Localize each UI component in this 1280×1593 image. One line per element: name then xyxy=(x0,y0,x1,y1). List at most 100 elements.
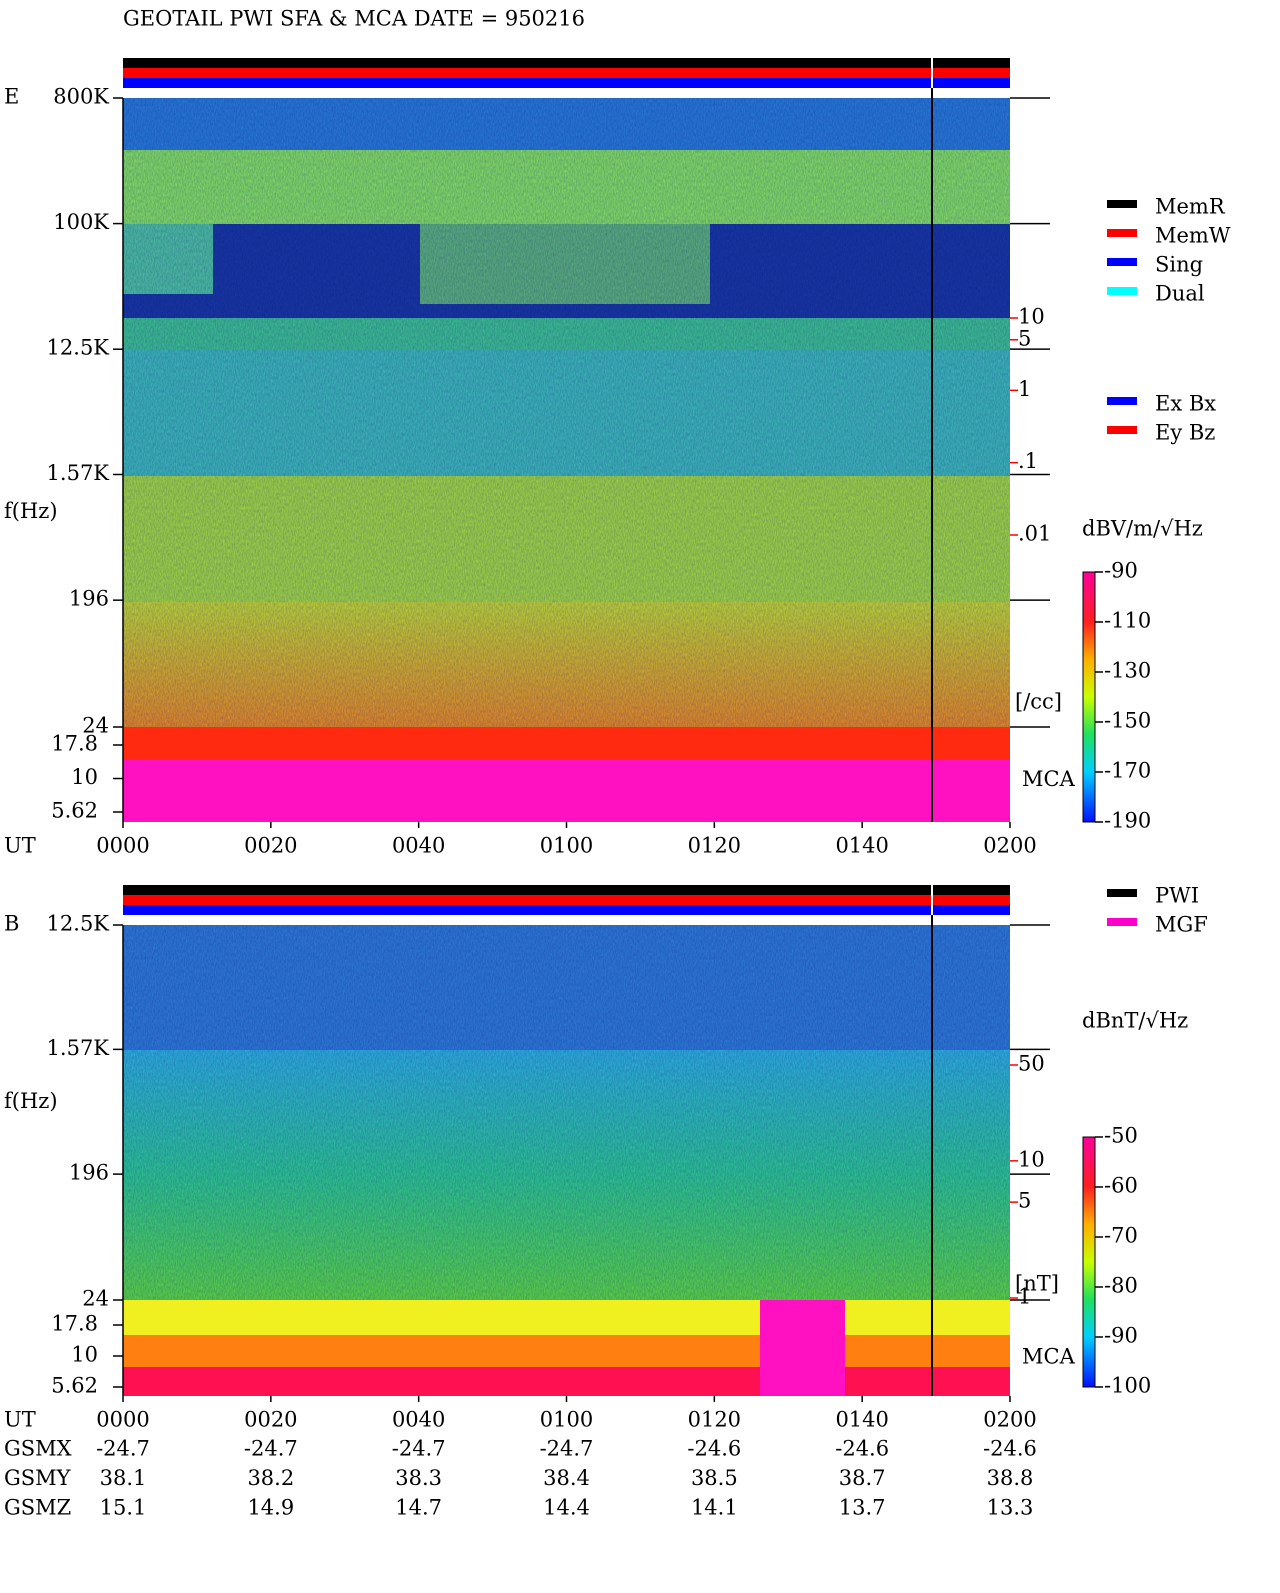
orbit-value: 38.4 xyxy=(543,1466,590,1490)
orbit-value: 38.5 xyxy=(691,1466,738,1490)
colorbar-tick-label: -170 xyxy=(1104,759,1151,783)
mca-label: MCA xyxy=(1022,767,1076,791)
x-tick-label: 0020 xyxy=(244,1408,297,1432)
y2-tick-label: .01 xyxy=(1018,522,1051,546)
x-axis-label: UT xyxy=(4,834,36,858)
y-axis-label: f(Hz) xyxy=(4,1089,58,1113)
y2-tick-label: 50 xyxy=(1018,1052,1045,1076)
x-tick-label: 0000 xyxy=(96,834,149,858)
y-tick-label: 1.57K xyxy=(47,1036,110,1060)
y2-unit: [/cc] xyxy=(1015,690,1062,714)
orbit-value: -24.7 xyxy=(540,1437,594,1461)
mca-tick-label: 10 xyxy=(71,765,98,789)
orbit-value: -24.6 xyxy=(687,1437,741,1461)
x-tick-label: 0200 xyxy=(983,1408,1036,1432)
legend-label: Ex Bx xyxy=(1155,392,1216,416)
orbit-value: -24.7 xyxy=(392,1437,446,1461)
orbit-value: -24.6 xyxy=(835,1437,889,1461)
y2-tick-label: 5 xyxy=(1018,326,1031,350)
orbit-value: 38.7 xyxy=(839,1466,886,1490)
y2-tick-label: 5 xyxy=(1018,1189,1031,1213)
colorbar-tick-label: -110 xyxy=(1104,609,1151,633)
mca-tick-label: 5.62 xyxy=(51,799,98,823)
mca-tick-label: 17.8 xyxy=(51,1312,98,1336)
legend-label: MGF xyxy=(1155,913,1208,937)
mca-tick-label: 10 xyxy=(71,1343,98,1367)
y-tick-label: 12.5K xyxy=(47,336,110,360)
orbit-value: 14.7 xyxy=(395,1496,442,1520)
legend-label: PWI xyxy=(1155,884,1199,908)
orbit-row-name: GSMZ xyxy=(4,1496,71,1520)
panel-label: E xyxy=(4,85,19,109)
orbit-row-name: GSMY xyxy=(4,1466,72,1490)
colorbar-tick-label: -80 xyxy=(1104,1274,1138,1298)
legend-swatch xyxy=(1107,918,1137,926)
legend-swatch xyxy=(1107,200,1137,208)
legend-swatch xyxy=(1107,229,1137,237)
orbit-value: 15.1 xyxy=(100,1496,147,1520)
x-tick-label: 0100 xyxy=(540,1408,593,1432)
orbit-value: 14.1 xyxy=(691,1496,738,1520)
x-axis-label: UT xyxy=(4,1408,36,1432)
colorbar-tick-label: -70 xyxy=(1104,1224,1138,1248)
colorbar-tick-label: -50 xyxy=(1104,1124,1138,1148)
y2-tick-label: .1 xyxy=(1018,449,1038,473)
title: GEOTAIL PWI SFA & MCA DATE = 950216 xyxy=(123,7,585,31)
legend-label: MemR xyxy=(1155,195,1226,219)
colorbar-tick-label: -130 xyxy=(1104,659,1151,683)
colorbar-label: dBnT/√Hz xyxy=(1082,1009,1188,1033)
orbit-value: 38.3 xyxy=(395,1466,442,1490)
orbit-value: 38.8 xyxy=(987,1466,1034,1490)
y2-unit: [nT] xyxy=(1015,1272,1059,1296)
x-tick-label: 0140 xyxy=(835,1408,888,1432)
y2-tick-label: 1 xyxy=(1018,377,1031,401)
legend-label: Ey Bz xyxy=(1155,421,1215,445)
x-tick-label: 0000 xyxy=(96,1408,149,1432)
orbit-value: 14.9 xyxy=(247,1496,294,1520)
legend-swatch xyxy=(1107,397,1137,405)
y-tick-label: 196 xyxy=(69,1161,109,1185)
orbit-value: -24.7 xyxy=(244,1437,298,1461)
x-tick-label: 0140 xyxy=(835,834,888,858)
orbit-value: -24.7 xyxy=(96,1437,150,1461)
y-tick-label: 24 xyxy=(82,1287,109,1311)
x-tick-label: 0200 xyxy=(983,834,1036,858)
x-tick-label: 0100 xyxy=(540,834,593,858)
mca-label: MCA xyxy=(1022,1345,1076,1369)
orbit-value: 38.2 xyxy=(247,1466,294,1490)
y-tick-label: 1.57K xyxy=(47,461,110,485)
colorbar xyxy=(1082,571,1096,823)
mca-tick-label: 17.8 xyxy=(51,732,98,756)
colorbar xyxy=(1082,1136,1096,1388)
legend-label: MemW xyxy=(1155,224,1231,248)
x-tick-label: 0120 xyxy=(688,1408,741,1432)
y-tick-label: 196 xyxy=(69,587,109,611)
orbit-value: 13.3 xyxy=(987,1496,1034,1520)
panel-label: B xyxy=(4,912,19,936)
y-tick-label: 24 xyxy=(82,714,109,738)
colorbar-tick-label: -190 xyxy=(1104,809,1151,833)
legend-label: Dual xyxy=(1155,282,1205,306)
colorbar-tick-label: -60 xyxy=(1104,1174,1138,1198)
x-tick-label: 0020 xyxy=(244,834,297,858)
spectrogram-b xyxy=(123,885,1010,1396)
colorbar-tick-label: -100 xyxy=(1104,1374,1151,1398)
orbit-value: 38.1 xyxy=(100,1466,147,1490)
y2-tick-label: 10 xyxy=(1018,1147,1045,1171)
orbit-value: -24.6 xyxy=(983,1437,1037,1461)
spectrogram-e xyxy=(123,58,1010,822)
y-axis-label: f(Hz) xyxy=(4,499,58,523)
mca-tick-label: 5.62 xyxy=(51,1374,98,1398)
orbit-value: 14.4 xyxy=(543,1496,590,1520)
legend-label: Sing xyxy=(1155,253,1203,277)
y-tick-label: 100K xyxy=(53,210,109,234)
x-tick-label: 0120 xyxy=(688,834,741,858)
y-tick-label: 800K xyxy=(53,85,109,109)
orbit-row-name: GSMX xyxy=(4,1437,72,1461)
y2-tick-label: 10 xyxy=(1018,305,1045,329)
legend-swatch xyxy=(1107,258,1137,266)
legend-swatch xyxy=(1107,426,1137,434)
orbit-value: 13.7 xyxy=(839,1496,886,1520)
legend-swatch xyxy=(1107,889,1137,897)
